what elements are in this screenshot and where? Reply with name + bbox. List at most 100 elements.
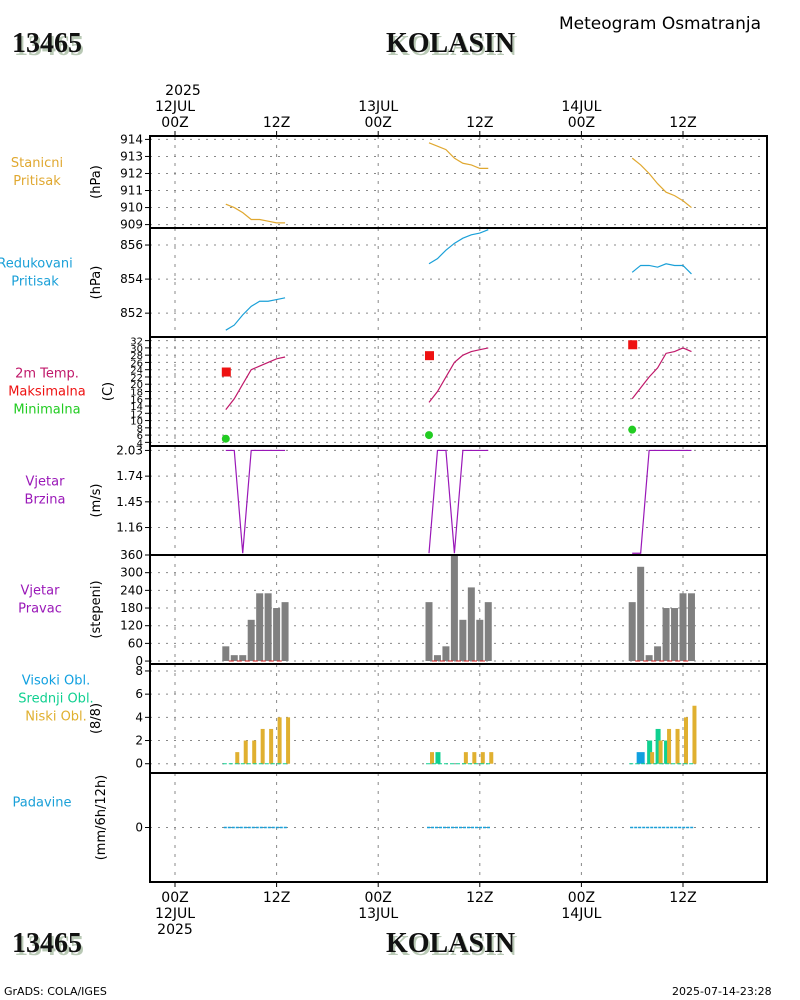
y-tick-label: 360 xyxy=(120,548,143,562)
x-tick-label-bottom: 14JUL xyxy=(561,906,601,922)
cloud-low-bar xyxy=(243,740,248,764)
wind-speed-line xyxy=(428,449,489,554)
wind-dir-bar xyxy=(450,555,458,661)
cloud-high-bar xyxy=(636,752,645,764)
cloud-mid-bar xyxy=(664,740,670,764)
wind-dir-bar xyxy=(264,593,272,661)
cloud-low-bar xyxy=(667,728,672,764)
y-axis-label: (C) xyxy=(101,382,116,401)
x-tick-label-top: 12JUL xyxy=(155,99,195,115)
wind-dir-bar xyxy=(433,655,441,661)
temperature-line xyxy=(428,347,489,403)
reduced-pressure-line xyxy=(428,229,489,265)
x-tick-label-top: 00Z xyxy=(364,115,391,131)
y-tick-label: 913 xyxy=(120,149,143,163)
panel-title: Minimalna xyxy=(13,403,80,418)
panel-frame xyxy=(149,135,768,229)
y-tick-label: 2 xyxy=(135,734,143,748)
cloud-mid-bar xyxy=(647,740,653,764)
panel-title: Vjetar xyxy=(21,584,61,599)
cloud-low-bar xyxy=(269,728,274,764)
wind-dir-bar xyxy=(637,566,645,661)
y-tick-label: 30 xyxy=(130,344,143,355)
panel-title: Redukovani xyxy=(0,257,73,272)
panel-title: Maksimalna xyxy=(8,385,86,400)
y-tick-label: 856 xyxy=(120,238,143,252)
y-tick-label: 1.45 xyxy=(116,495,143,509)
panel-frame xyxy=(149,663,768,774)
panel-title: Niski Obl. xyxy=(25,710,87,725)
x-tick-label-bottom: 12Z xyxy=(669,890,696,906)
y-tick-label: 300 xyxy=(120,566,143,580)
y-tick-label: 911 xyxy=(120,184,143,198)
panel-frame xyxy=(149,227,768,338)
panel-title: Brzina xyxy=(25,493,66,508)
wind-dir-bar xyxy=(484,602,492,661)
station-name-top: KOLASIN xyxy=(386,28,516,59)
station-pressure-line xyxy=(631,157,692,209)
wind-dir-bar xyxy=(222,646,230,661)
x-tick-label-bottom: 00Z xyxy=(364,890,391,906)
cloud-low-bar xyxy=(480,752,485,764)
y-tick-label: 4 xyxy=(137,438,143,449)
wind-speed-line xyxy=(225,449,286,554)
y-tick-label: 0 xyxy=(135,821,143,835)
x-tick-label-bottom: 12Z xyxy=(263,890,290,906)
y-axis-label: (hPa) xyxy=(89,266,104,300)
y-tick-label: 14 xyxy=(130,402,143,413)
y-tick-label: 910 xyxy=(120,201,143,215)
x-tick-label-top: 12Z xyxy=(263,115,290,131)
wind-dir-bar xyxy=(247,619,255,661)
x-tick-label-top: 14JUL xyxy=(561,99,601,115)
y-axis-label: (m/s) xyxy=(89,484,104,518)
y-tick-label: 120 xyxy=(120,619,143,633)
wind-dir-bar xyxy=(425,602,433,661)
y-tick-label: 0 xyxy=(135,654,143,668)
cloud-low-bar xyxy=(286,717,291,764)
y-axis-label: (mm/6h/12h) xyxy=(94,775,109,861)
y-tick-label: 912 xyxy=(120,166,143,180)
y-tick-label: 852 xyxy=(120,306,143,320)
panel-frame xyxy=(149,772,768,883)
y-axis-label: (stepeni) xyxy=(89,580,104,638)
y-tick-label: 8 xyxy=(137,424,143,435)
x-tick-label-bottom: 12Z xyxy=(466,890,493,906)
meteogram-subtitle: Meteogram Osmatranja xyxy=(559,14,762,34)
y-tick-label: 10 xyxy=(130,417,143,428)
cloud-low-bar xyxy=(684,717,688,764)
y-tick-label: 2.03 xyxy=(116,443,143,457)
station-id-top: 13465 xyxy=(12,28,82,59)
wind-dir-bar xyxy=(671,608,679,661)
render-timestamp: 2025-07-14-23:28 xyxy=(672,985,772,998)
x-tick-label-top: 2025 xyxy=(165,83,201,99)
y-tick-label: 0 xyxy=(135,757,143,771)
tmax-marker xyxy=(221,367,231,377)
x-tick-label-top: 12Z xyxy=(669,115,696,131)
x-tick-label-top: 00Z xyxy=(161,115,188,131)
y-tick-label: 1.16 xyxy=(116,521,143,535)
station-pressure-line xyxy=(225,203,286,224)
wind-dir-bar xyxy=(281,602,289,661)
y-tick-label: 18 xyxy=(130,388,143,399)
x-tick-label-top: 12Z xyxy=(466,115,493,131)
temperature-line xyxy=(225,356,286,411)
tmin-marker xyxy=(425,431,433,440)
y-tick-label: 60 xyxy=(128,636,143,650)
cloud-low-bar xyxy=(650,752,655,764)
panel-frame xyxy=(149,336,768,447)
cloud-low-bar xyxy=(489,752,494,764)
y-tick-label: 24 xyxy=(130,366,143,377)
y-tick-label: 28 xyxy=(130,351,143,362)
cloud-low-bar xyxy=(658,740,663,764)
tmax-marker xyxy=(425,351,434,361)
x-tick-label-bottom: 13JUL xyxy=(358,906,398,922)
panel-title: Visoki Obl. xyxy=(22,674,90,689)
y-tick-label: 32 xyxy=(130,337,143,348)
wind-dir-bar xyxy=(628,602,636,661)
cloud-low-bar xyxy=(692,705,697,764)
y-tick-label: 26 xyxy=(130,358,143,369)
wind-dir-bar xyxy=(459,619,467,661)
cloud-low-bar xyxy=(260,728,265,764)
y-tick-label: 12 xyxy=(130,409,143,420)
